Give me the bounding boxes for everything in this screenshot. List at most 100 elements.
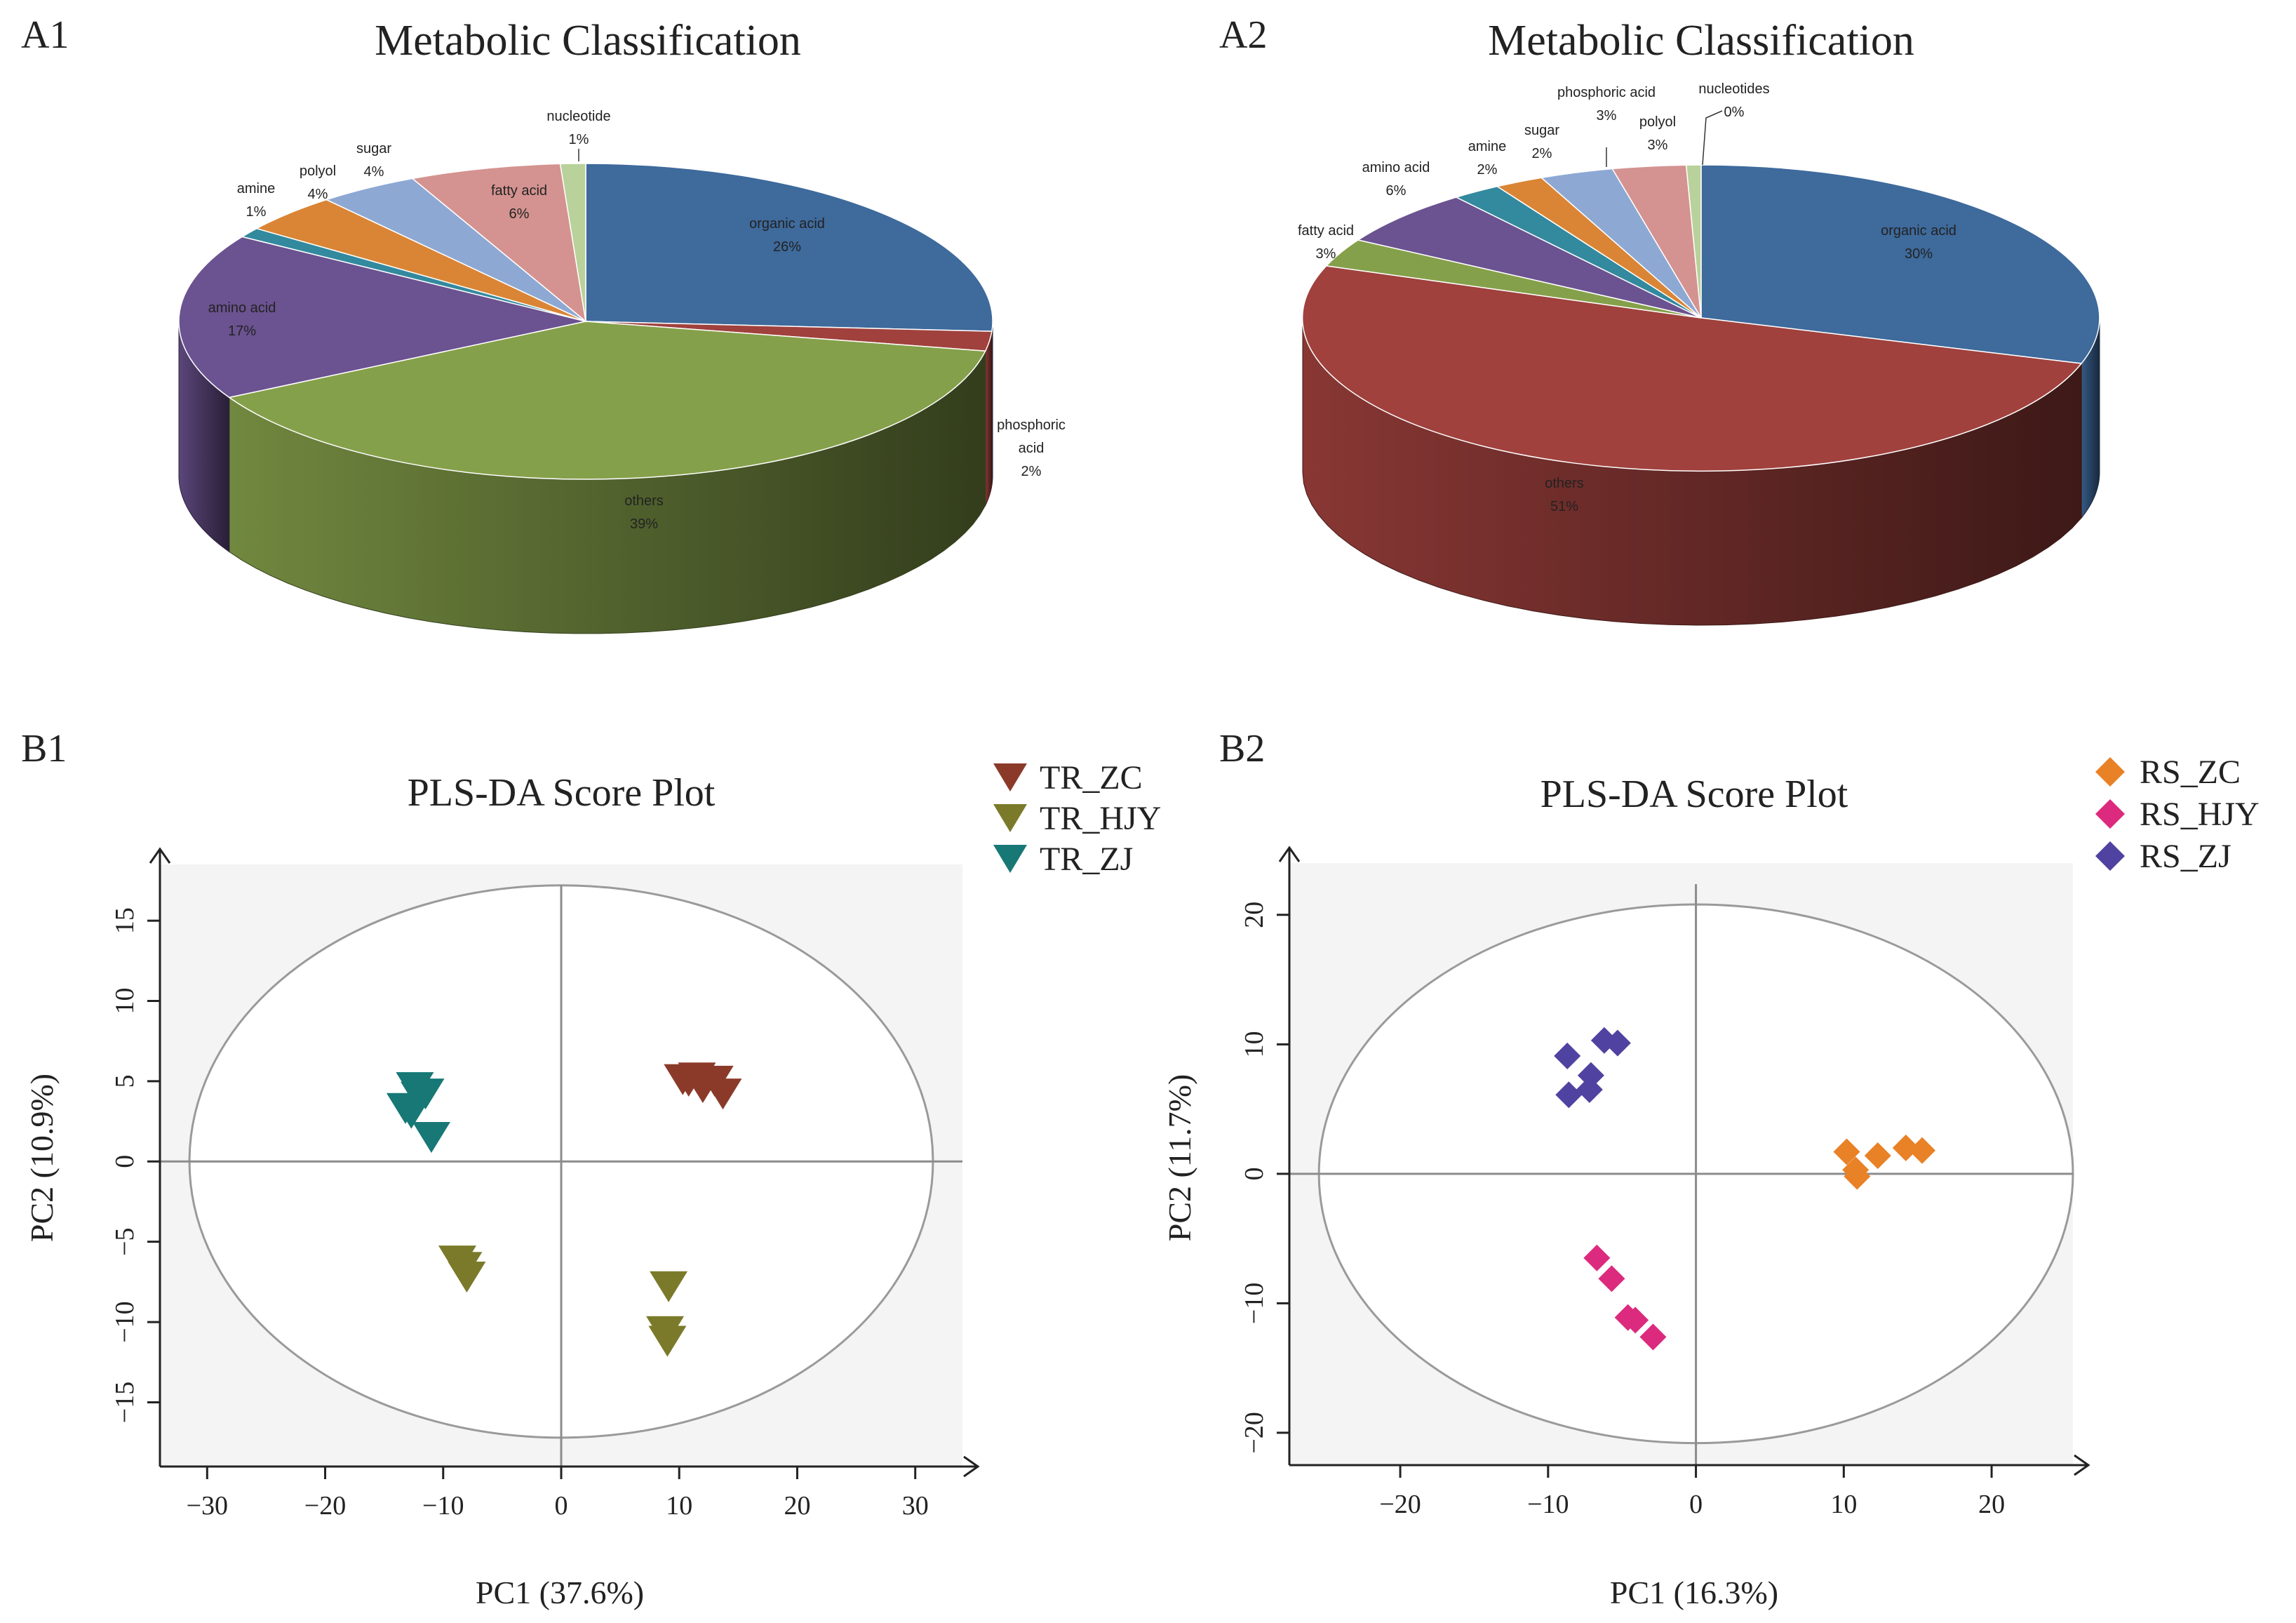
scatter-b2-title: PLS-DA Score Plot bbox=[1540, 773, 1848, 816]
y-tick-label: −15 bbox=[110, 1382, 140, 1423]
y-tick-label: −5 bbox=[110, 1227, 140, 1255]
x-tick-label: 0 bbox=[555, 1491, 568, 1521]
point-RS_HJY bbox=[1639, 1323, 1667, 1351]
scatter-b1-title: PLS-DA Score Plot bbox=[408, 771, 716, 815]
pie-label-amine: amine 2% bbox=[1468, 139, 1506, 178]
pie-label-nucleotide: nucleotide 1% bbox=[546, 109, 610, 147]
scatter-b2-ylabel: PC2 (11.7%) bbox=[1162, 1074, 1197, 1242]
pie-slice-fatty-acid bbox=[411, 163, 587, 323]
y-tick-label: 0 bbox=[1240, 1167, 1269, 1180]
scatter-b1-xlabel: PC1 (37.6%) bbox=[476, 1575, 644, 1610]
x-tick-label: 20 bbox=[1978, 1490, 2005, 1519]
y-axis-arrow bbox=[1278, 846, 1301, 862]
point-TR_ZC bbox=[669, 1065, 708, 1097]
scatter-plot-b1: −30 −20 −10 0 10 20 30 −15 −10 −5 0 5 10 15 bbox=[110, 847, 980, 1521]
legend-b1: TR_ZC TR_HJY TR_ZJ bbox=[993, 759, 1161, 878]
legend-marker-RS_ZC bbox=[2095, 757, 2125, 787]
panel-label-b1: B1 bbox=[21, 727, 67, 770]
pie-label-polyol: polyol 3% bbox=[1639, 114, 1676, 153]
pie-label-amino-acid: amino acid 17% bbox=[208, 300, 276, 339]
point-RS_HJY bbox=[1622, 1307, 1649, 1334]
point-RS_ZJ bbox=[1555, 1081, 1583, 1109]
legend-marker-TR_HJY bbox=[993, 804, 1027, 832]
x-tick-label: 10 bbox=[1830, 1490, 1857, 1519]
pie-slice-amino-acid bbox=[1357, 196, 1702, 319]
y-tick-label: −10 bbox=[1240, 1283, 1269, 1324]
point-TR_ZJ bbox=[401, 1081, 439, 1113]
point-RS_ZC bbox=[1833, 1138, 1860, 1166]
point-TR_ZJ bbox=[412, 1121, 450, 1153]
x-tick-label: −10 bbox=[1527, 1490, 1569, 1519]
pie-label-others: others 39% bbox=[624, 493, 664, 532]
y-tick-label: 10 bbox=[1240, 1031, 1269, 1057]
x-tick-label: −10 bbox=[422, 1491, 464, 1521]
legend-label-TR_ZJ: TR_ZJ bbox=[1040, 841, 1133, 878]
panel-label-a2: A2 bbox=[1219, 13, 1267, 57]
point-TR_ZC bbox=[704, 1078, 742, 1110]
y-tick-label: −10 bbox=[110, 1301, 140, 1342]
legend-label-TR_ZC: TR_ZC bbox=[1040, 759, 1143, 796]
point-RS_ZJ bbox=[1576, 1076, 1603, 1103]
pie-slice-others bbox=[227, 321, 986, 480]
pie-label-others: others 51% bbox=[1545, 476, 1584, 514]
legend-marker-TR_ZC bbox=[993, 763, 1027, 792]
pie-label-fatty-acid: fatty acid 3% bbox=[1298, 223, 1354, 262]
legend-marker-TR_ZJ bbox=[993, 845, 1027, 873]
scatter-plot-b2: −20 −10 0 10 20 −20 −10 0 10 20 bbox=[1240, 846, 2090, 1519]
point-RS_ZC bbox=[1844, 1163, 1871, 1190]
pie-slice-nucleotides bbox=[1685, 164, 1702, 319]
x-axis-arrow bbox=[963, 1455, 980, 1478]
point-RS_HJY bbox=[1598, 1265, 1625, 1293]
pie-label-nucleotides: nucleotides 0% bbox=[1698, 81, 1769, 120]
pie-label-organic-acid: organic acid 30% bbox=[1881, 223, 1956, 262]
pie-label-organic-acid: organic acid 26% bbox=[749, 216, 825, 255]
point-RS_HJY bbox=[1583, 1244, 1611, 1271]
pie-label-sugar: sugar 2% bbox=[1524, 123, 1559, 161]
legend-label-TR_HJY: TR_HJY bbox=[1040, 800, 1161, 837]
pie-label-sugar: sugar 4% bbox=[356, 141, 391, 180]
pie-slice-amino-acid bbox=[178, 236, 586, 399]
pie-label-polyol: polyol 4% bbox=[300, 163, 336, 202]
point-TR_HJY bbox=[648, 1325, 687, 1357]
point-RS_ZC bbox=[1864, 1142, 1891, 1170]
x-tick-label: −20 bbox=[304, 1491, 346, 1521]
pie-slice-organic-acid bbox=[585, 163, 993, 332]
pie-slice-others bbox=[1301, 265, 2083, 472]
pie-chart-a2: organic acid 30% others 51% fatty acid 3% amin… bbox=[1298, 81, 2100, 626]
point-RS_ZC bbox=[1909, 1137, 1936, 1164]
panel-label-b2: B2 bbox=[1219, 727, 1265, 770]
point-RS_ZJ bbox=[1604, 1029, 1631, 1057]
pie-label-phosphoric-acid: phosphoric acid 2% bbox=[997, 418, 1066, 479]
point-RS_ZC bbox=[1892, 1134, 1919, 1161]
pie-a1-title: Metabolic Classification bbox=[375, 17, 801, 65]
scatter-b1-ylabel: PC2 (10.9%) bbox=[24, 1074, 60, 1242]
pie-label-phosphoric-acid: phosphoric acid 3% bbox=[1557, 85, 1656, 123]
pie-chart-a1: organic acid 26% phosphoric acid 2% others 39%… bbox=[178, 109, 1066, 634]
y-tick-label: 20 bbox=[1240, 902, 1269, 928]
legend-label-RS_ZJ: RS_ZJ bbox=[2140, 838, 2231, 875]
panel-label-a1: A1 bbox=[21, 13, 69, 57]
x-tick-label: −30 bbox=[187, 1491, 228, 1521]
pie-slice-nucleotide bbox=[559, 163, 586, 322]
pie-label-amine: amine 1% bbox=[237, 181, 275, 220]
y-tick-label: 5 bbox=[110, 1074, 140, 1088]
x-tick-label: 10 bbox=[666, 1491, 692, 1521]
y-tick-label: −20 bbox=[1240, 1412, 1269, 1453]
y-tick-label: 0 bbox=[110, 1155, 140, 1168]
pie-a2-title: Metabolic Classification bbox=[1488, 17, 1914, 65]
legend-marker-RS_HJY bbox=[2095, 799, 2125, 829]
point-TR_HJY bbox=[650, 1271, 688, 1302]
pie-side-phosphoric-acid bbox=[985, 330, 993, 507]
x-tick-label: 20 bbox=[784, 1491, 810, 1521]
x-axis-arrow bbox=[2074, 1454, 2090, 1476]
legend-label-RS_HJY: RS_HJY bbox=[2140, 796, 2260, 833]
legend-marker-RS_ZJ bbox=[2095, 841, 2125, 871]
x-tick-label: −20 bbox=[1379, 1490, 1421, 1519]
pie-slice-organic-acid bbox=[1700, 164, 2100, 364]
x-tick-label: 0 bbox=[1689, 1490, 1703, 1519]
legend-b2: RS_ZC RS_HJY RS_ZJ bbox=[2095, 754, 2260, 875]
scatter-b2-xlabel: PC1 (16.3%) bbox=[1610, 1575, 1778, 1610]
pie-label-fatty-acid: fatty acid 6% bbox=[491, 183, 547, 222]
point-TR_HJY bbox=[448, 1262, 486, 1293]
